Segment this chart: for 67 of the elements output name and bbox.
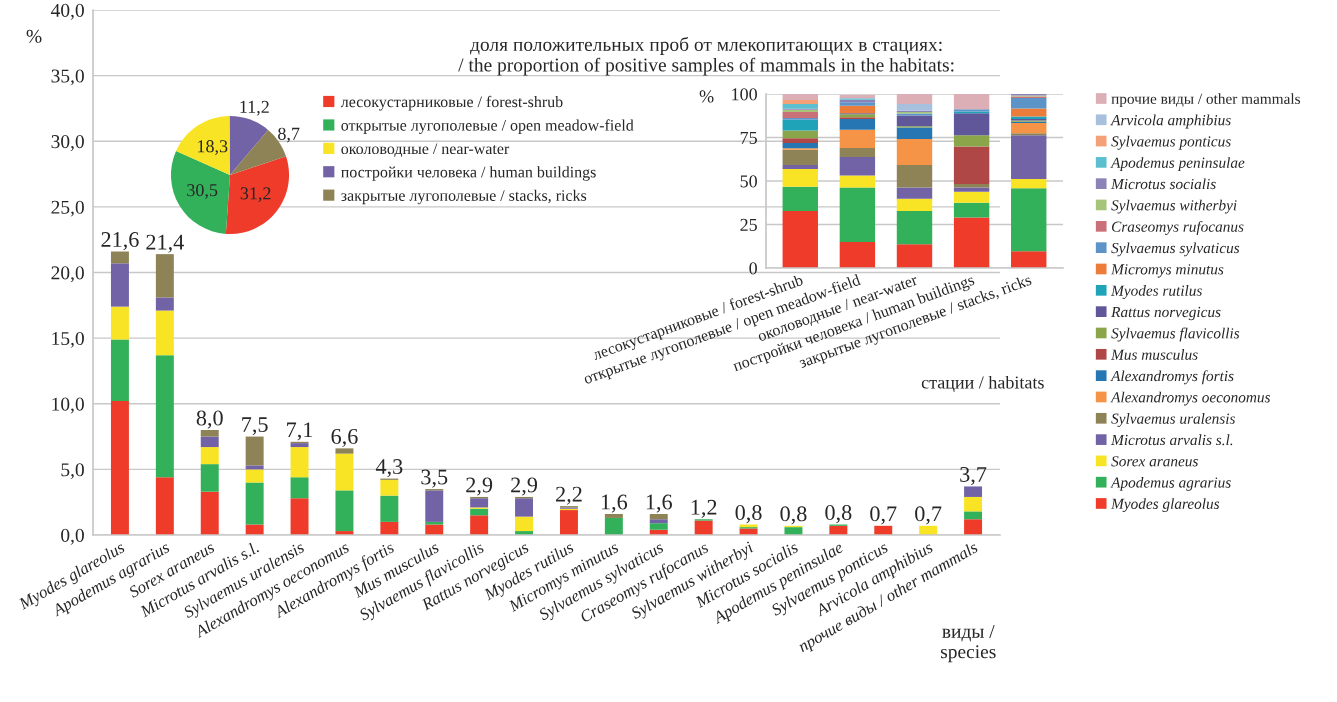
y-tick-label: 0 [749, 262, 757, 275]
x-axis-title: виды / species [940, 624, 996, 663]
total-label: 1,6 [646, 494, 672, 513]
y-tick-label: 15,0 [52, 331, 84, 348]
y-tick-label: 5,0 [61, 463, 84, 480]
y-tick-label: 50 [740, 175, 757, 188]
data-label: 31,2 [240, 187, 271, 203]
total-label: 1,6 [601, 494, 628, 513]
legend-label: закрытые лугополевые / stacks, ricks [341, 189, 587, 205]
legend-label: Sorex araneus [1111, 456, 1198, 467]
total-label: 0,7 [870, 506, 897, 525]
legend-label: Craseomys rufocanus [1111, 220, 1244, 235]
legend-label: Microtus arvalis s.l. [1110, 434, 1233, 446]
legend-label: Sylvaemus ponticus [1111, 135, 1231, 150]
total-label: 7,1 [287, 422, 313, 441]
data-label: 30,5 [187, 184, 218, 199]
total-label: 21,6 [101, 232, 139, 251]
legend-label: Sylvaemus witherbyi [1111, 199, 1237, 214]
y-tick-label: 100 [732, 88, 757, 101]
legend-label: прочие виды / other mammals [1111, 93, 1300, 108]
legend-label: Micromys minutus [1110, 264, 1224, 278]
total-label: 4,3 [375, 459, 403, 478]
x-axis-title: стации / habitats [921, 375, 1044, 392]
total-label: 2,9 [466, 477, 493, 496]
total-label: 8,0 [196, 410, 223, 429]
y-tick-label: 10,0 [52, 397, 84, 414]
total-label: 1,2 [691, 499, 717, 518]
legend-label: лесокустарниковые / forest-shrub [340, 95, 563, 111]
y-tick-label: 25,0 [51, 200, 84, 217]
chart-title: доля положительных проб от млекопитающих в стациях: / the proportion of positive samples of mammals in the habitats: [458, 36, 954, 76]
legend-label: Myodes glareolus [1110, 498, 1220, 513]
legend-label: Myodes rutilus [1110, 285, 1202, 299]
total-label: 21,4 [146, 234, 184, 253]
legend-label: Apodemus peninsulae [1110, 157, 1245, 171]
y-tick-label: 35,0 [51, 69, 84, 86]
legend-label: постройки человека / human buildings [341, 166, 596, 181]
legend-label: Microtus socialis [1110, 178, 1216, 190]
total-label: 2,9 [511, 477, 538, 496]
data-label: 18,3 [198, 140, 228, 155]
total-label: 3,5 [421, 469, 448, 488]
data-label: 11,2 [240, 100, 269, 116]
y-axis-title: % [699, 90, 714, 103]
legend-label: Apodemus agrarius [1110, 476, 1231, 491]
legend-label: Alexandromys oeconomus [1110, 391, 1271, 406]
total-label: 7,5 [242, 417, 268, 436]
y-tick-label: 20,0 [51, 266, 84, 283]
total-label: 0,8 [780, 506, 807, 525]
total-label: 2,2 [556, 486, 582, 505]
y-tick-label: 40,0 [51, 3, 84, 20]
legend-label: Sylvaemus sylvaticus [1111, 242, 1240, 257]
y-tick-label: 30,0 [51, 135, 84, 151]
legend-label: открытые лугополевые / open meadow-field [341, 119, 634, 134]
total-label: 6,6 [331, 428, 358, 448]
legend-label: околоводные / near-water [341, 143, 510, 158]
legend-label: Mus musculus [1110, 349, 1198, 360]
total-label: 0,8 [735, 504, 762, 524]
total-label: 0,7 [915, 506, 942, 525]
legend-label: Sylvaemus uralensis [1111, 413, 1235, 427]
y-axis-title: % [26, 29, 42, 43]
y-tick-label: 0,0 [61, 528, 84, 545]
total-label: 3,7 [960, 466, 987, 486]
y-tick-label: 75 [740, 131, 757, 144]
legend-label: Alexandromys fortis [1110, 370, 1234, 385]
y-tick-label: 25 [740, 218, 757, 231]
legend-label: Arvicola amphibius [1110, 114, 1231, 129]
data-label: 8,7 [278, 127, 300, 143]
total-label: 0,8 [825, 504, 852, 524]
